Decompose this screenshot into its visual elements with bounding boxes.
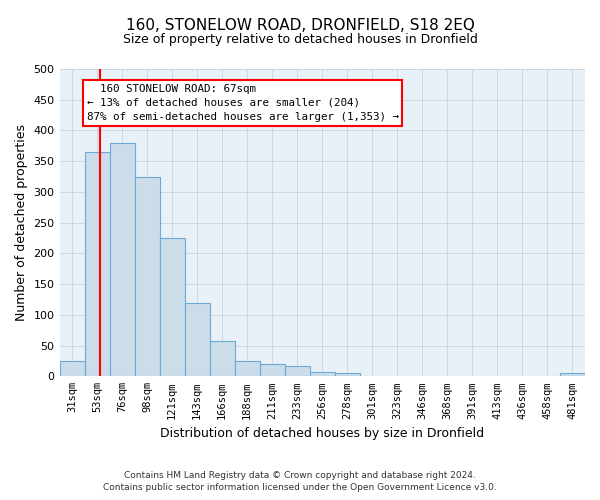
Bar bbox=[285, 366, 310, 376]
Bar bbox=[260, 364, 285, 376]
Bar bbox=[85, 152, 110, 376]
Bar bbox=[310, 372, 335, 376]
Bar bbox=[209, 342, 235, 376]
Text: Contains HM Land Registry data © Crown copyright and database right 2024.
Contai: Contains HM Land Registry data © Crown c… bbox=[103, 471, 497, 492]
Y-axis label: Number of detached properties: Number of detached properties bbox=[15, 124, 28, 321]
Bar bbox=[110, 143, 134, 376]
Bar bbox=[560, 373, 585, 376]
Text: Size of property relative to detached houses in Dronfield: Size of property relative to detached ho… bbox=[122, 32, 478, 46]
Text: 160 STONELOW ROAD: 67sqm
← 13% of detached houses are smaller (204)
87% of semi-: 160 STONELOW ROAD: 67sqm ← 13% of detach… bbox=[86, 84, 398, 122]
Bar bbox=[59, 361, 85, 376]
Text: 160, STONELOW ROAD, DRONFIELD, S18 2EQ: 160, STONELOW ROAD, DRONFIELD, S18 2EQ bbox=[125, 18, 475, 32]
Bar bbox=[185, 302, 209, 376]
Bar bbox=[134, 176, 160, 376]
Bar bbox=[160, 238, 185, 376]
Bar bbox=[335, 372, 360, 376]
X-axis label: Distribution of detached houses by size in Dronfield: Distribution of detached houses by size … bbox=[160, 427, 484, 440]
Bar bbox=[235, 361, 260, 376]
